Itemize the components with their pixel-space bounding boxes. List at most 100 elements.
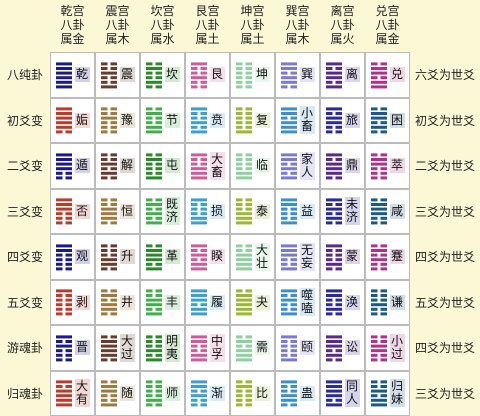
hexagram-line bbox=[155, 198, 162, 202]
hexagram-line bbox=[280, 385, 287, 389]
hexagram-line bbox=[235, 66, 242, 70]
hexagram-line bbox=[65, 298, 72, 302]
hexagram-line bbox=[235, 107, 242, 111]
hexagram-line bbox=[110, 176, 117, 180]
hexagram-line bbox=[110, 335, 117, 339]
hexagram-line bbox=[280, 267, 297, 271]
hexagram-line bbox=[245, 394, 252, 398]
hexagram-cell: 萃 bbox=[365, 143, 410, 189]
hexagram-cell: 履 bbox=[185, 279, 230, 325]
row-label: 初爻变 bbox=[6, 113, 43, 128]
hexagram-line bbox=[110, 166, 117, 170]
hexagram-line bbox=[145, 399, 162, 403]
hexagram-symbol bbox=[145, 380, 162, 407]
column-header: 坎宫 八卦 属水 bbox=[140, 4, 185, 52]
hexagram-line bbox=[110, 312, 117, 316]
hexagram-line bbox=[190, 203, 197, 207]
hexagram-line bbox=[110, 121, 117, 125]
hexagram-line bbox=[100, 248, 107, 252]
hexagram-line bbox=[65, 176, 72, 180]
hexagram-line bbox=[145, 403, 152, 407]
hexagram-line bbox=[370, 399, 387, 403]
hexagram-line bbox=[65, 348, 72, 352]
hexagram-line bbox=[245, 121, 252, 125]
hexagram-line bbox=[280, 130, 297, 134]
hexagram-line bbox=[235, 126, 242, 130]
hexagram-line bbox=[325, 198, 342, 202]
hexagram-line bbox=[370, 85, 387, 89]
hexagram-cell: 否 bbox=[50, 188, 95, 234]
hexagram-line bbox=[235, 339, 252, 343]
hexagram-name: 涣 bbox=[344, 294, 360, 310]
hexagram-line bbox=[155, 403, 162, 407]
hexagram-cell: 坎 bbox=[140, 52, 185, 98]
hexagram-name: 革 bbox=[164, 249, 180, 265]
hexagram-line bbox=[190, 308, 207, 312]
hexagram-line bbox=[370, 203, 387, 207]
hexagram-line bbox=[380, 75, 387, 79]
hexagram-cell: 坤 bbox=[230, 52, 275, 98]
hexagram-line bbox=[370, 212, 387, 216]
hexagram-line bbox=[325, 66, 332, 70]
hexagram-line bbox=[100, 116, 117, 120]
hexagram-line bbox=[55, 348, 62, 352]
hexagram-line bbox=[55, 217, 62, 221]
hexagram-symbol bbox=[235, 380, 252, 407]
hexagram-line bbox=[325, 248, 332, 252]
hexagram-name: 萃 bbox=[389, 158, 405, 174]
hexagram-symbol bbox=[100, 289, 117, 316]
hexagram-symbol bbox=[280, 198, 297, 225]
hexagram-name: 解 bbox=[119, 158, 135, 174]
hexagram-cell: 渐 bbox=[185, 370, 230, 416]
hexagram-line bbox=[145, 380, 152, 384]
hexagram-symbol bbox=[145, 153, 162, 180]
row-note: 二爻为世爻 bbox=[414, 159, 475, 174]
hexagram-line bbox=[110, 267, 117, 271]
hexagram-line bbox=[55, 303, 62, 307]
hexagram-line bbox=[280, 121, 297, 125]
hexagram-line bbox=[145, 294, 152, 298]
hexagram-symbol bbox=[325, 198, 342, 225]
hexagram-line bbox=[55, 130, 62, 134]
hexagram-line bbox=[55, 162, 72, 166]
hexagram-line bbox=[370, 267, 377, 271]
hexagram-line bbox=[325, 253, 332, 257]
hexagram-name: 升 bbox=[119, 249, 135, 265]
hexagram-name: 巽 bbox=[299, 67, 315, 83]
hexagram-line bbox=[280, 344, 287, 348]
hexagram-line bbox=[155, 385, 162, 389]
hexagram-line bbox=[100, 394, 107, 398]
hexagram-line bbox=[190, 221, 207, 225]
hexagram-line bbox=[65, 217, 72, 221]
hexagram-cell: 大壮 bbox=[230, 234, 275, 280]
hexagram-line bbox=[145, 253, 162, 257]
hexagram-line bbox=[145, 121, 152, 125]
hexagram-line bbox=[325, 116, 342, 120]
hexagram-symbol bbox=[280, 153, 297, 180]
hexagram-line bbox=[55, 403, 72, 407]
hexagram-line bbox=[100, 348, 117, 352]
hexagram-line bbox=[370, 66, 387, 70]
hexagram-line bbox=[380, 358, 387, 362]
hexagram-symbol bbox=[235, 244, 252, 271]
hexagram-line bbox=[155, 116, 162, 120]
hexagram-line bbox=[335, 112, 342, 116]
hexagram-line bbox=[370, 253, 377, 257]
hexagram-name: 睽 bbox=[209, 249, 225, 265]
column-header: 震宫 八卦 属木 bbox=[95, 4, 140, 52]
hexagram-line bbox=[155, 62, 162, 66]
hexagram-symbol bbox=[190, 198, 207, 225]
hexagram-name: 贲 bbox=[209, 112, 225, 128]
hexagram-line bbox=[380, 289, 387, 293]
hexagram-cell: 节 bbox=[140, 97, 185, 143]
hexagram-line bbox=[335, 257, 342, 261]
hexagram-line bbox=[110, 130, 117, 134]
hexagram-line bbox=[380, 217, 387, 221]
hexagram-line bbox=[110, 107, 117, 111]
hexagram-line bbox=[245, 389, 252, 393]
hexagram-line bbox=[155, 162, 162, 166]
hexagram-line bbox=[100, 107, 107, 111]
hexagram-line bbox=[100, 339, 117, 343]
hexagram-line bbox=[200, 162, 207, 166]
hexagram-line bbox=[235, 399, 242, 403]
